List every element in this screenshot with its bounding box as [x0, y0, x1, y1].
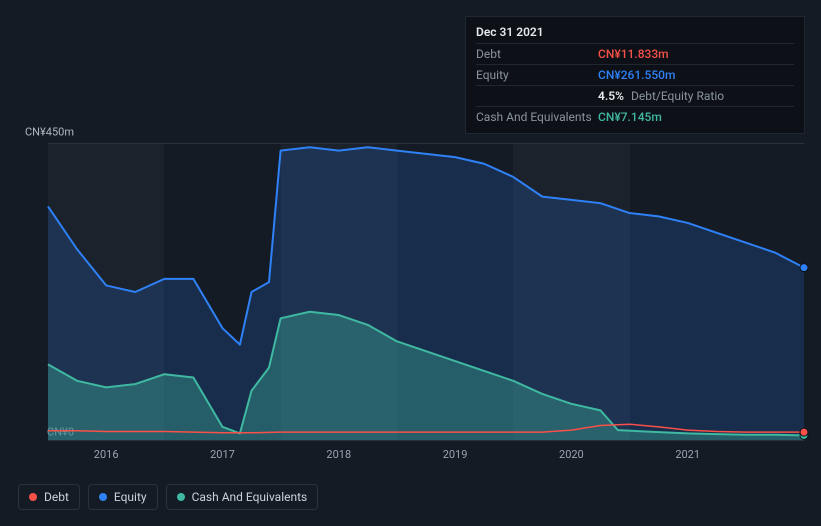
x-tick-label: 2017 — [210, 448, 235, 461]
x-axis: 2016 2017 2018 2019 2020 2021 — [48, 448, 804, 468]
tooltip-ratio-text: Debt/Equity Ratio — [631, 89, 724, 103]
tooltip-panel: Dec 31 2021 Debt CN¥11.833m Equity CN¥26… — [465, 16, 805, 134]
y-axis-max-label: CN¥450m — [18, 126, 74, 139]
tooltip-row-cash: Cash And Equivalents CN¥7.145m — [476, 106, 794, 127]
tooltip-row-ratio: 4.5% Debt/Equity Ratio — [476, 85, 794, 106]
x-tick-label: 2021 — [675, 448, 700, 461]
x-tick-label: 2018 — [326, 448, 351, 461]
tooltip-value-equity: CN¥261.550m — [598, 68, 675, 82]
end-marker-equity — [800, 264, 808, 272]
legend-item-equity[interactable]: Equity — [88, 484, 158, 510]
tooltip-row-debt: Debt CN¥11.833m — [476, 43, 794, 64]
tooltip-label: Debt — [476, 47, 598, 61]
legend-label: Debt — [44, 490, 69, 504]
legend-item-cash[interactable]: Cash And Equivalents — [166, 484, 319, 510]
legend-dot-icon — [177, 493, 185, 501]
chart-plot-area[interactable] — [48, 143, 804, 441]
tooltip-row-equity: Equity CN¥261.550m — [476, 64, 794, 85]
tooltip-value-cash: CN¥7.145m — [598, 110, 662, 124]
end-marker-debt — [800, 428, 808, 436]
chart-svg — [48, 144, 804, 440]
tooltip-label: Equity — [476, 68, 598, 82]
tooltip-ratio-pct: 4.5% — [598, 89, 624, 103]
legend-label: Equity — [114, 490, 147, 504]
tooltip-value-debt: CN¥11.833m — [598, 47, 669, 61]
legend-dot-icon — [99, 493, 107, 501]
tooltip-label: Cash And Equivalents — [476, 110, 598, 124]
legend-dot-icon — [29, 493, 37, 501]
x-tick-label: 2016 — [94, 448, 119, 461]
legend-label: Cash And Equivalents — [192, 490, 308, 504]
tooltip-date: Dec 31 2021 — [476, 23, 794, 43]
legend-item-debt[interactable]: Debt — [18, 484, 80, 510]
x-tick-label: 2020 — [559, 448, 584, 461]
x-tick-label: 2019 — [443, 448, 468, 461]
legend: Debt Equity Cash And Equivalents — [18, 484, 318, 510]
tooltip-label — [476, 89, 598, 103]
